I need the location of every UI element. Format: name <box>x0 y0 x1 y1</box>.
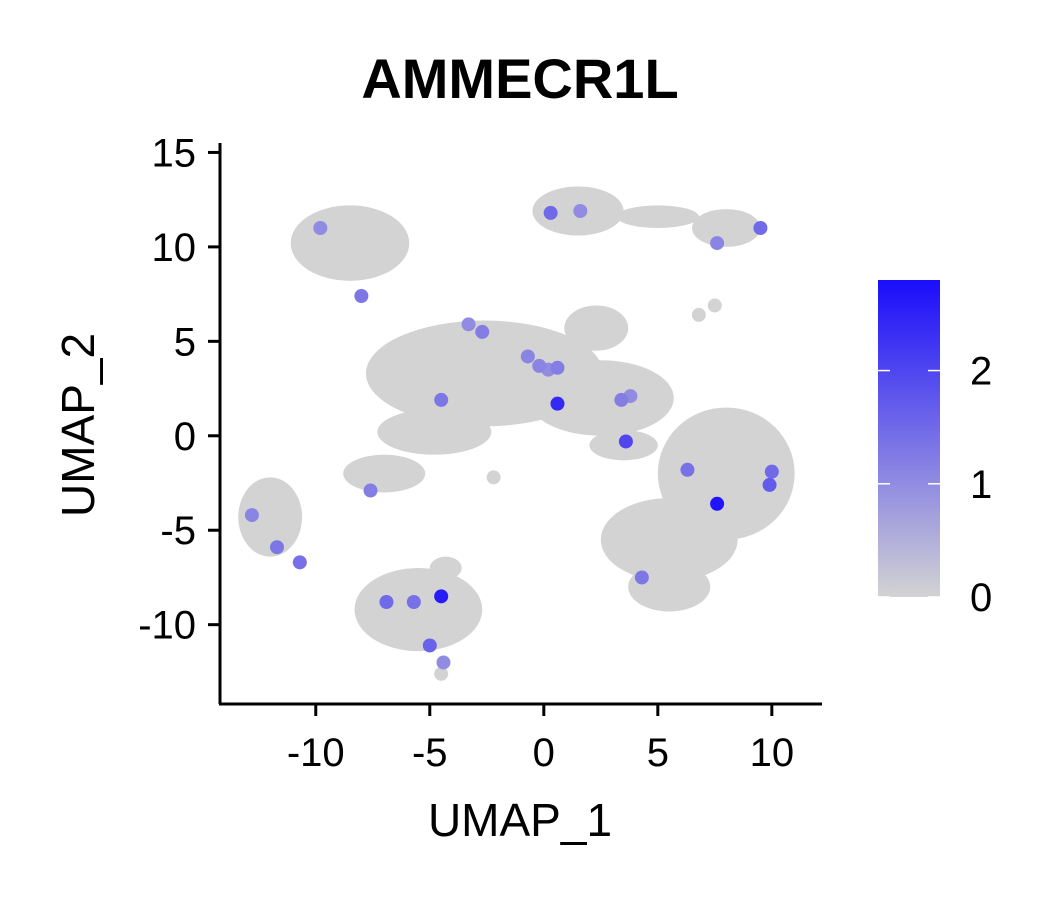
colorbar-gradient <box>878 280 940 597</box>
plot-area <box>238 186 795 681</box>
expressing-cell-point <box>762 477 777 492</box>
expressing-cell-point <box>434 392 449 407</box>
expressing-cell-point <box>313 221 328 235</box>
expressing-cell-point <box>461 317 476 332</box>
x-tick-label: 10 <box>750 731 795 775</box>
expressing-cell-point <box>354 289 369 303</box>
cell-points <box>244 204 779 681</box>
cell-cluster <box>429 556 462 580</box>
expressing-cell-point <box>764 464 779 479</box>
cell-point <box>486 470 501 485</box>
axes: -10 -5 0 5 10 15 10 5 0 -5 -10 <box>138 131 822 775</box>
expressing-cell-point <box>573 204 588 218</box>
cell-cluster <box>628 562 711 612</box>
expressing-cell-point <box>422 638 437 653</box>
x-ticks: -10 -5 0 5 10 <box>287 704 794 775</box>
expressing-cell-point <box>292 555 307 570</box>
cell-cluster <box>616 205 699 229</box>
colorbar-tick-label: 0 <box>970 576 992 620</box>
expressing-cell-point <box>710 236 725 251</box>
expressing-cell-point <box>379 595 394 609</box>
cell-cluster <box>354 568 483 652</box>
colorbar-ticks: 0 1 2 <box>878 350 992 620</box>
cell-point <box>691 307 706 322</box>
expressing-cell-point <box>614 392 629 407</box>
x-axis-label: UMAP_1 <box>428 794 612 846</box>
expressing-cell-point <box>532 358 547 373</box>
cell-cluster <box>692 209 761 247</box>
colorbar-legend: 0 1 2 <box>878 280 992 620</box>
expressing-cell-point <box>270 540 285 555</box>
expressing-cell-point <box>363 483 378 498</box>
cell-cluster <box>290 205 410 281</box>
expressing-cell-point <box>434 589 449 604</box>
x-tick-label: 0 <box>533 731 555 775</box>
cell-cluster <box>527 360 674 436</box>
expressing-cell-point <box>406 595 421 609</box>
expressing-cell-point <box>436 655 451 670</box>
y-tick-label: 5 <box>174 320 196 364</box>
y-tick-label: 0 <box>174 415 196 459</box>
expressing-cell-point <box>543 205 558 220</box>
x-tick-label: -5 <box>412 731 448 775</box>
expressing-cell-point <box>618 434 633 449</box>
expressing-cell-point <box>753 221 768 235</box>
cell-cluster <box>343 454 426 493</box>
cell-cluster <box>564 305 629 351</box>
y-tick-label: -5 <box>160 509 196 553</box>
expressing-cell-point <box>680 462 695 477</box>
expressing-cell-point <box>520 349 535 364</box>
chart-title: AMMECR1L <box>361 47 678 110</box>
expressing-cell-point <box>550 360 565 375</box>
expressing-cell-point <box>710 496 725 511</box>
cell-point <box>707 298 722 313</box>
y-tick-label: 15 <box>152 131 197 175</box>
y-tick-label: -10 <box>138 604 196 648</box>
cell-cluster <box>377 409 492 455</box>
expressing-cell-point <box>244 508 259 523</box>
expressing-cell-point <box>634 570 649 585</box>
colorbar-tick-label: 1 <box>970 463 992 507</box>
expressing-cell-point <box>475 324 490 339</box>
y-ticks: 15 10 5 0 -5 -10 <box>138 131 220 648</box>
colorbar-tick-label: 2 <box>970 350 992 394</box>
cell-cluster <box>600 498 738 582</box>
x-tick-label: -10 <box>287 731 345 775</box>
expressing-cell-point <box>550 396 565 411</box>
y-tick-label: 10 <box>152 226 197 270</box>
x-tick-label: 5 <box>647 731 669 775</box>
cell-cluster <box>238 477 303 557</box>
cell-clusters <box>238 186 795 652</box>
cell-point <box>434 666 449 681</box>
y-axis-label: UMAP_2 <box>52 333 104 517</box>
